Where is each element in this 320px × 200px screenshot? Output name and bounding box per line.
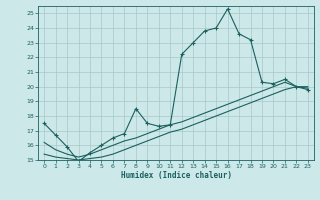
- X-axis label: Humidex (Indice chaleur): Humidex (Indice chaleur): [121, 171, 231, 180]
